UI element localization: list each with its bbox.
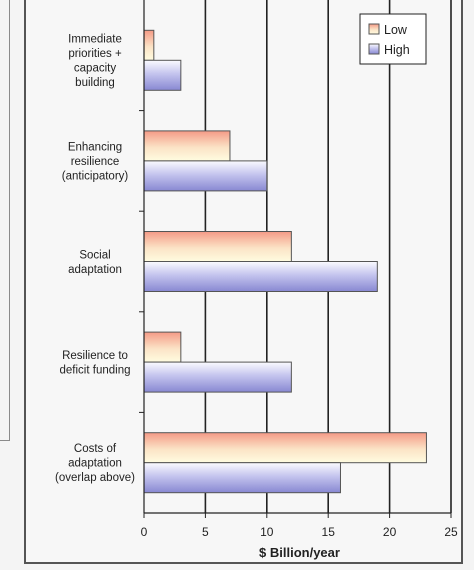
category-label: Social adaptation xyxy=(68,249,122,276)
x-tick-label: 20 xyxy=(383,525,397,539)
x-tick-label: 25 xyxy=(444,525,458,539)
x-tick-label: 5 xyxy=(202,525,209,539)
bar-low xyxy=(143,130,231,162)
x-tick-label: 0 xyxy=(141,525,148,539)
bar-low xyxy=(143,331,182,363)
legend-label-low: Low xyxy=(384,23,408,37)
category-label: Immediate priorities + capacity building xyxy=(68,34,122,90)
category-label: Enhancing resilience (anticipatory) xyxy=(62,141,129,182)
left-panel-border xyxy=(0,0,10,441)
bar-high xyxy=(143,160,268,192)
x-tick-label: 10 xyxy=(260,525,274,539)
bar-high xyxy=(143,462,341,494)
bar-high xyxy=(143,361,292,393)
bar-high xyxy=(143,261,378,292)
legend-swatch-low xyxy=(368,23,380,35)
legend: Low High xyxy=(359,13,427,65)
bar-high xyxy=(143,59,182,91)
legend-box xyxy=(359,13,427,65)
bar-low xyxy=(143,29,155,61)
category-label: Resilience to deficit funding xyxy=(60,350,131,377)
bar-low xyxy=(143,231,292,262)
category-label: Costs of adaptation (overlap above) xyxy=(55,443,135,484)
legend-swatch-high xyxy=(368,43,380,55)
x-tick-label: 15 xyxy=(322,525,336,539)
x-axis-title: $ Billion/year xyxy=(259,545,340,560)
legend-label-high: High xyxy=(384,43,410,57)
bar-low xyxy=(143,432,427,464)
